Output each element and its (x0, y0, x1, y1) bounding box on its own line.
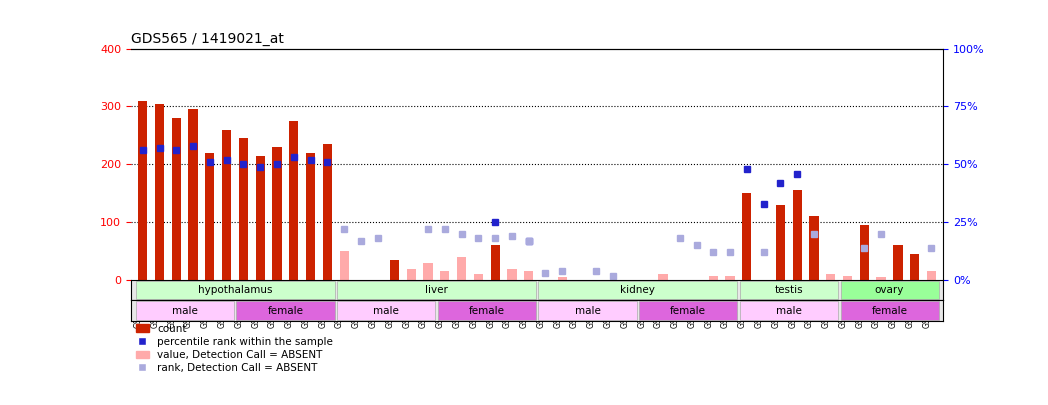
Bar (742, 193, 751, 280)
Bar (826, 274, 835, 280)
Bar (138, 101, 148, 280)
FancyBboxPatch shape (135, 281, 334, 299)
Bar (558, 277, 567, 280)
Text: male: male (373, 305, 399, 315)
Text: GDS565 / 1419021_at: GDS565 / 1419021_at (131, 32, 284, 46)
Text: hypothalamus: hypothalamus (198, 285, 272, 295)
Bar (490, 245, 500, 280)
Bar (809, 216, 818, 280)
FancyBboxPatch shape (840, 301, 939, 320)
Bar (725, 275, 735, 280)
FancyBboxPatch shape (337, 281, 536, 299)
Bar (776, 205, 785, 280)
Bar (658, 274, 668, 280)
Bar (893, 245, 902, 280)
Bar (457, 257, 466, 280)
FancyBboxPatch shape (438, 301, 536, 320)
FancyBboxPatch shape (539, 281, 738, 299)
Bar (708, 275, 718, 280)
FancyBboxPatch shape (740, 301, 838, 320)
Text: kidney: kidney (620, 285, 655, 295)
Bar (172, 118, 181, 280)
Bar (407, 269, 416, 280)
Bar (390, 260, 399, 280)
Bar (876, 277, 886, 280)
FancyBboxPatch shape (840, 281, 939, 299)
Bar (440, 271, 450, 280)
FancyBboxPatch shape (639, 301, 738, 320)
Bar (340, 251, 349, 280)
Text: female: female (468, 305, 505, 315)
FancyBboxPatch shape (539, 301, 636, 320)
Bar (843, 275, 852, 280)
Legend: count, percentile rank within the sample, value, Detection Call = ABSENT, rank, : count, percentile rank within the sample… (136, 324, 333, 373)
Text: testis: testis (774, 285, 803, 295)
Bar (474, 274, 483, 280)
FancyBboxPatch shape (740, 281, 838, 299)
Bar (910, 254, 919, 280)
Text: male: male (776, 305, 802, 315)
Text: male: male (574, 305, 601, 315)
Text: male: male (172, 305, 198, 315)
Bar (524, 271, 533, 280)
Bar (289, 121, 299, 280)
Bar (423, 263, 433, 280)
Bar (155, 104, 165, 280)
Bar (222, 130, 232, 280)
Text: liver: liver (425, 285, 447, 295)
Bar (256, 156, 265, 280)
Bar (272, 147, 282, 280)
Text: female: female (670, 305, 706, 315)
Bar (239, 139, 248, 280)
Text: female: female (267, 305, 303, 315)
Bar (323, 144, 332, 280)
FancyBboxPatch shape (135, 301, 234, 320)
Bar (507, 269, 517, 280)
Bar (306, 153, 315, 280)
FancyBboxPatch shape (237, 301, 334, 320)
Text: ovary: ovary (875, 285, 904, 295)
Text: female: female (872, 305, 908, 315)
Bar (205, 153, 215, 280)
Bar (859, 225, 869, 280)
Bar (792, 190, 802, 280)
Bar (189, 109, 198, 280)
FancyBboxPatch shape (337, 301, 435, 320)
Bar (926, 271, 936, 280)
